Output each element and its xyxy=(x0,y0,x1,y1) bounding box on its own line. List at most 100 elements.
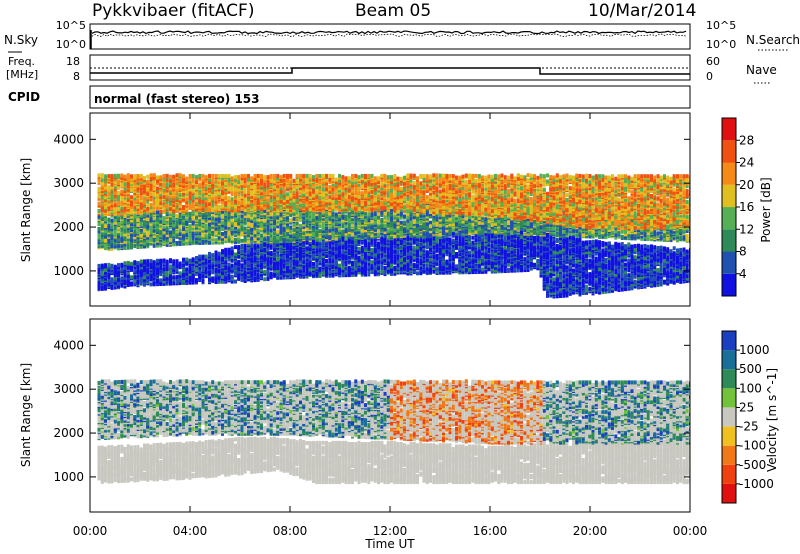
range-cell xyxy=(130,267,133,272)
range-cell xyxy=(312,261,315,266)
range-cell xyxy=(149,276,153,281)
range-cell xyxy=(289,264,293,269)
range-cell xyxy=(286,275,289,280)
range-cell xyxy=(416,263,419,268)
range-cell xyxy=(250,244,254,248)
range-cell xyxy=(399,258,403,263)
range-cell xyxy=(146,259,150,264)
range-cell xyxy=(120,220,124,225)
range-cell xyxy=(425,250,429,255)
range-cell xyxy=(315,249,319,254)
range-cell xyxy=(409,257,413,262)
range-cell xyxy=(227,256,231,261)
range-cell xyxy=(276,271,280,275)
range-cell xyxy=(188,268,192,273)
range-cell xyxy=(598,240,601,245)
range-cell xyxy=(230,258,234,263)
range-cell xyxy=(191,280,195,285)
range-cell xyxy=(234,252,237,257)
range-cell xyxy=(237,267,241,272)
range-cell xyxy=(250,257,254,262)
range-cell xyxy=(273,273,276,278)
range-cell xyxy=(555,290,559,295)
range-cell xyxy=(380,236,384,241)
range-cell xyxy=(214,262,218,267)
range-cell xyxy=(201,254,205,259)
range-cell xyxy=(107,217,111,222)
range-cell xyxy=(234,269,237,274)
range-cell xyxy=(357,247,361,251)
range-cell xyxy=(458,240,462,245)
range-cell xyxy=(113,225,117,230)
range-cell xyxy=(299,256,302,261)
range-cell xyxy=(637,243,640,248)
range-cell xyxy=(637,276,640,281)
range-cell xyxy=(266,257,270,262)
range-cell xyxy=(679,252,683,257)
cpid-panel: CPID normal (fast stereo) 153 xyxy=(8,85,691,109)
range-cell xyxy=(146,270,150,275)
range-cell xyxy=(490,251,494,256)
range-cell xyxy=(503,245,507,250)
range-cell xyxy=(120,276,124,281)
range-cell xyxy=(136,261,140,266)
range-cell xyxy=(240,243,244,248)
range-cell xyxy=(201,268,205,273)
range-cell xyxy=(487,253,491,258)
range-cell xyxy=(451,238,455,243)
range-cell xyxy=(120,262,124,267)
range-cell xyxy=(169,280,172,285)
range-cell xyxy=(292,267,296,272)
range-cell xyxy=(227,251,231,256)
range-cell xyxy=(276,255,280,260)
range-cell xyxy=(117,271,120,276)
range-cell xyxy=(113,229,117,234)
range-cell xyxy=(198,269,202,274)
range-cell xyxy=(110,269,114,274)
range-cell xyxy=(312,254,315,259)
range-cell xyxy=(117,284,120,288)
range-cell xyxy=(679,247,683,252)
range-cell xyxy=(250,266,254,271)
range-cell xyxy=(627,268,631,273)
range-cell xyxy=(588,286,592,291)
range-cell xyxy=(156,258,159,263)
range-cell xyxy=(247,260,250,265)
range-cell xyxy=(302,259,306,264)
range-cell xyxy=(152,260,156,265)
nsearch-trace xyxy=(91,33,687,37)
range-cell xyxy=(169,276,172,281)
range-cell xyxy=(338,267,341,272)
nave-tick-bottom: 0 xyxy=(706,70,713,83)
range-cell xyxy=(149,259,153,264)
range-cell xyxy=(390,264,393,269)
range-cell xyxy=(386,252,390,257)
range-cell xyxy=(159,258,163,263)
range-cell xyxy=(328,270,332,274)
range-cell xyxy=(620,242,624,247)
range-cell xyxy=(120,267,124,272)
range-cell xyxy=(351,260,354,265)
range-cell xyxy=(601,248,605,253)
range-cell xyxy=(234,261,237,266)
range-cell xyxy=(269,259,273,264)
range-cell xyxy=(299,247,302,252)
range-cell xyxy=(143,259,146,264)
range-cell xyxy=(503,238,507,243)
range-cell xyxy=(243,264,247,269)
range-cell xyxy=(162,274,166,279)
range-cell xyxy=(367,272,371,277)
nsky-label: N.Sky xyxy=(4,33,38,47)
freq-tick-bottom: 8 xyxy=(73,70,80,83)
range-cell xyxy=(419,266,423,271)
range-cell xyxy=(260,245,263,250)
range-cell xyxy=(211,276,215,281)
range-cell xyxy=(211,265,215,270)
range-cell xyxy=(630,244,634,249)
freq-unit-label: [MHz] xyxy=(6,68,38,81)
range-cell xyxy=(276,266,280,271)
range-cell xyxy=(185,272,189,277)
range-cell xyxy=(633,279,637,284)
range-cell xyxy=(380,266,384,270)
range-cell xyxy=(110,218,114,223)
